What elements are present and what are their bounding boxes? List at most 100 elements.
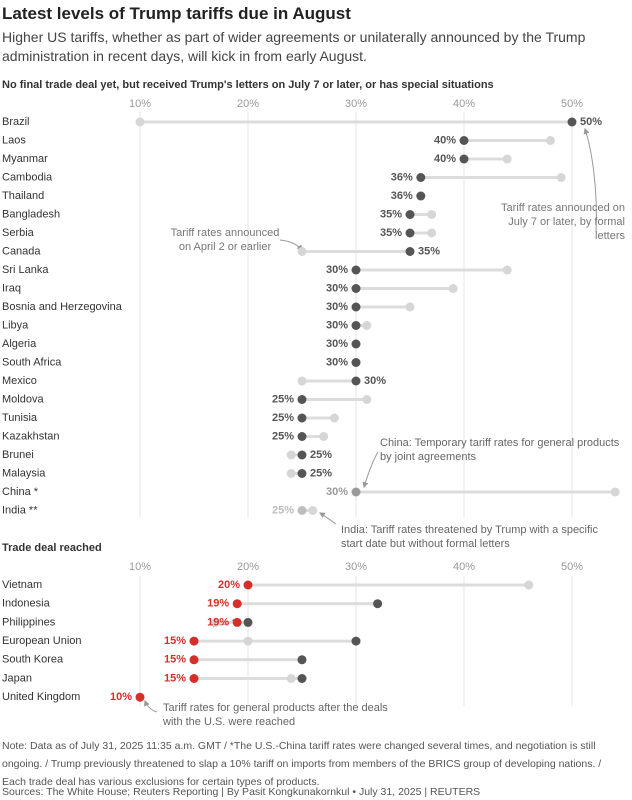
dot — [297, 674, 307, 683]
dot — [189, 655, 199, 665]
dot — [308, 506, 318, 515]
category-label: Canada — [2, 245, 41, 257]
dot — [297, 506, 307, 515]
dot — [297, 450, 307, 460]
note: Note: Data as of July 31, 2025 11:35 a.m… — [2, 740, 602, 788]
dot — [189, 636, 199, 646]
dot — [405, 228, 415, 238]
value-label: 36% — [391, 190, 413, 202]
dot — [405, 210, 415, 219]
source: Sources: The White House; Reuters Report… — [2, 786, 481, 798]
dot — [297, 247, 307, 256]
dot — [351, 339, 361, 349]
dot — [319, 432, 329, 441]
dot — [351, 321, 361, 330]
category-label: Vietnam — [2, 579, 42, 591]
x-tick-label: 50% — [561, 98, 583, 110]
dot — [297, 469, 307, 478]
dot — [610, 487, 620, 497]
category-label: United Kingdom — [2, 691, 80, 703]
dot — [524, 580, 534, 590]
annotation: Tariff rates for general products after … — [163, 702, 388, 728]
category-label: Philippines — [2, 616, 56, 628]
annotation: Tariff rates announced on July 7 or late… — [501, 202, 625, 242]
category-label: Indonesia — [2, 598, 51, 610]
dot — [297, 413, 307, 423]
category-label: Malaysia — [2, 467, 46, 479]
dot — [329, 413, 339, 423]
dot — [351, 376, 361, 386]
category-label: South Africa — [2, 356, 62, 368]
category-label: Kazakhstan — [2, 430, 59, 442]
category-label: India ** — [2, 504, 38, 516]
value-label: 35% — [380, 208, 402, 220]
dot — [243, 580, 253, 590]
dot — [351, 487, 361, 497]
dot — [135, 117, 145, 127]
value-label: 19% — [207, 616, 229, 628]
panel-title: No final trade deal yet, but received Tr… — [2, 79, 494, 91]
annotation: India: Tariff rates threatened by Trump … — [341, 524, 599, 550]
dot — [286, 450, 296, 460]
category-label: China * — [2, 486, 39, 498]
category-label: Iraq — [2, 282, 21, 294]
value-label: 25% — [310, 467, 332, 479]
category-label: Serbia — [2, 227, 35, 239]
value-label: 30% — [364, 375, 386, 387]
dot — [502, 265, 512, 275]
value-label: 19% — [207, 598, 229, 610]
dot — [362, 395, 372, 404]
panel-title: Trade deal reached — [2, 542, 102, 554]
dot — [448, 284, 458, 293]
value-label: 40% — [434, 134, 456, 146]
subtitle: Higher US tariffs, whether as part of wi… — [2, 29, 586, 64]
category-label: Mexico — [2, 375, 37, 387]
x-tick-label: 10% — [129, 98, 151, 110]
dot — [286, 469, 296, 478]
dot — [297, 432, 307, 441]
dot — [427, 210, 437, 219]
x-tick-label: 40% — [453, 98, 475, 110]
x-tick-label: 30% — [345, 561, 367, 573]
annotation: China: Temporary tariff rates for genera… — [380, 437, 620, 463]
x-tick-label: 30% — [345, 98, 367, 110]
value-label: 30% — [326, 301, 348, 313]
category-label: Tunisia — [2, 412, 38, 424]
category-label: Japan — [2, 672, 32, 684]
category-label: Cambodia — [2, 171, 53, 183]
title: Latest levels of Trump tariffs due in Au… — [2, 4, 351, 23]
value-label: 30% — [326, 264, 348, 276]
dot — [362, 321, 372, 330]
dot — [416, 191, 426, 201]
value-label: 25% — [310, 449, 332, 461]
dot — [297, 376, 307, 386]
x-tick-label: 40% — [453, 561, 475, 573]
value-label: 35% — [380, 227, 402, 239]
dot — [211, 617, 221, 627]
dot — [189, 674, 199, 683]
dot — [405, 302, 415, 312]
dot — [351, 302, 361, 312]
value-label: 40% — [434, 153, 456, 165]
category-label: Brunei — [2, 449, 34, 461]
value-label: 30% — [326, 486, 348, 498]
dot — [297, 395, 307, 404]
value-label: 25% — [272, 393, 294, 405]
value-label: 15% — [164, 672, 186, 684]
dot — [351, 284, 361, 293]
dot — [545, 136, 555, 145]
value-label: 15% — [164, 635, 186, 647]
dot — [459, 154, 469, 164]
category-label: Bosnia and Herzegovina — [2, 301, 123, 313]
dot — [405, 247, 415, 256]
category-label: Libya — [2, 319, 29, 331]
category-label: South Korea — [2, 654, 64, 666]
value-label: 50% — [580, 116, 602, 128]
annotation: Tariff rates announced on April 2 or ear… — [170, 227, 280, 253]
value-label: 30% — [326, 319, 348, 331]
category-label: European Union — [2, 635, 82, 647]
dot — [351, 265, 361, 275]
value-label: 25% — [272, 430, 294, 442]
